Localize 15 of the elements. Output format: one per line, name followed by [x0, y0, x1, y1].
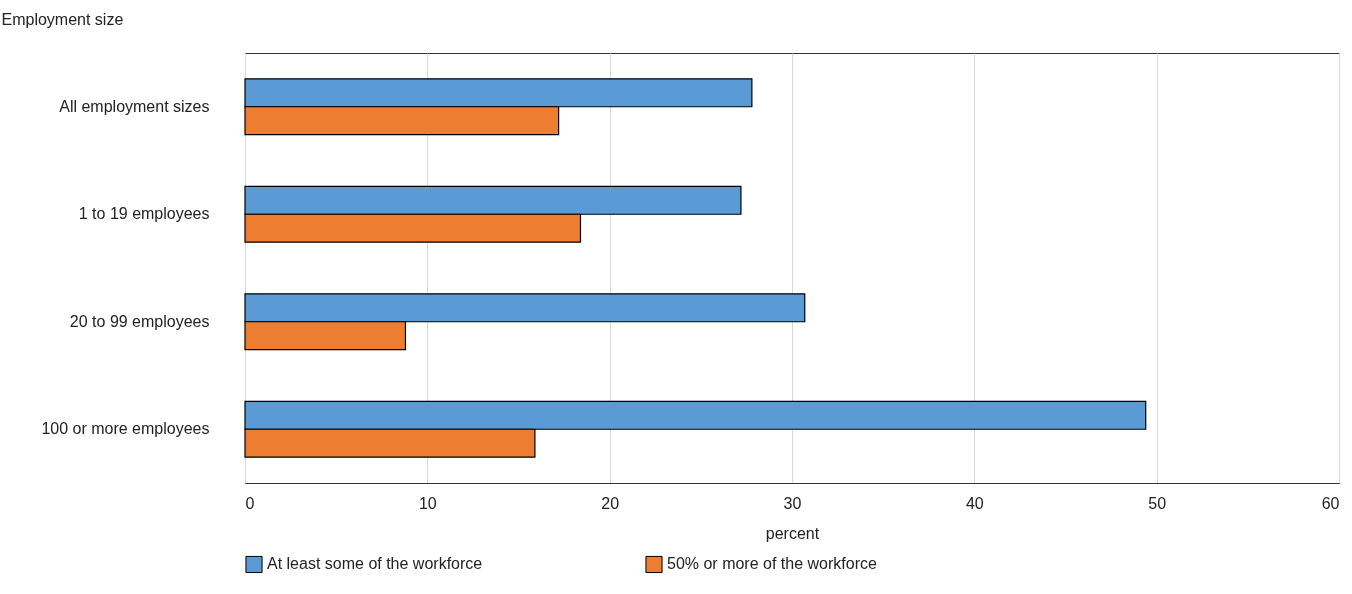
x-tick-label: 30 [783, 494, 802, 512]
x-tick-label: 10 [418, 494, 437, 512]
x-tick-label: 40 [965, 494, 984, 512]
y-tick-label: All employment sizes [59, 97, 210, 115]
x-tick-label: 20 [601, 494, 620, 512]
y-axis-title: Employment size [1, 10, 124, 28]
y-tick-label: 20 to 99 employees [69, 312, 210, 330]
y-tick-label: 1 to 19 employees [78, 205, 210, 223]
legend-label: At least some of the workforce [267, 555, 483, 573]
legend-label: 50% or more of the workforce [667, 555, 877, 573]
x-axis-title: percent [765, 524, 820, 542]
x-tick-label: 50 [1148, 494, 1167, 512]
x-tick-label: 60 [1321, 494, 1340, 512]
y-tick-label: 100 or more employees [41, 420, 210, 438]
x-tick-label: 0 [245, 494, 255, 512]
